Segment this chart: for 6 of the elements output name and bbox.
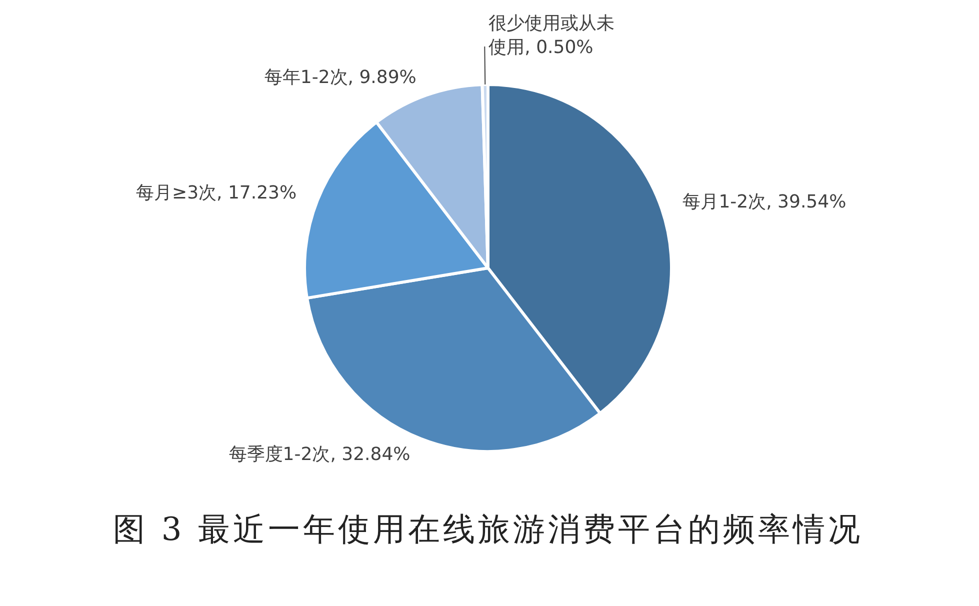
slice-label: 每年1-2次, 9.89% [264,66,416,88]
slice-label: 很少使用或从未使用, 0.50% [488,13,615,58]
slice-label: 每月≥3次, 17.23% [136,182,297,204]
slice-label: 每月1-2次, 39.54% [682,192,846,213]
slice-label: 每季度1-2次, 32.84% [228,444,410,466]
text: 图 3 最近一年使用在线旅游消费平台的频率情况 [112,509,864,550]
